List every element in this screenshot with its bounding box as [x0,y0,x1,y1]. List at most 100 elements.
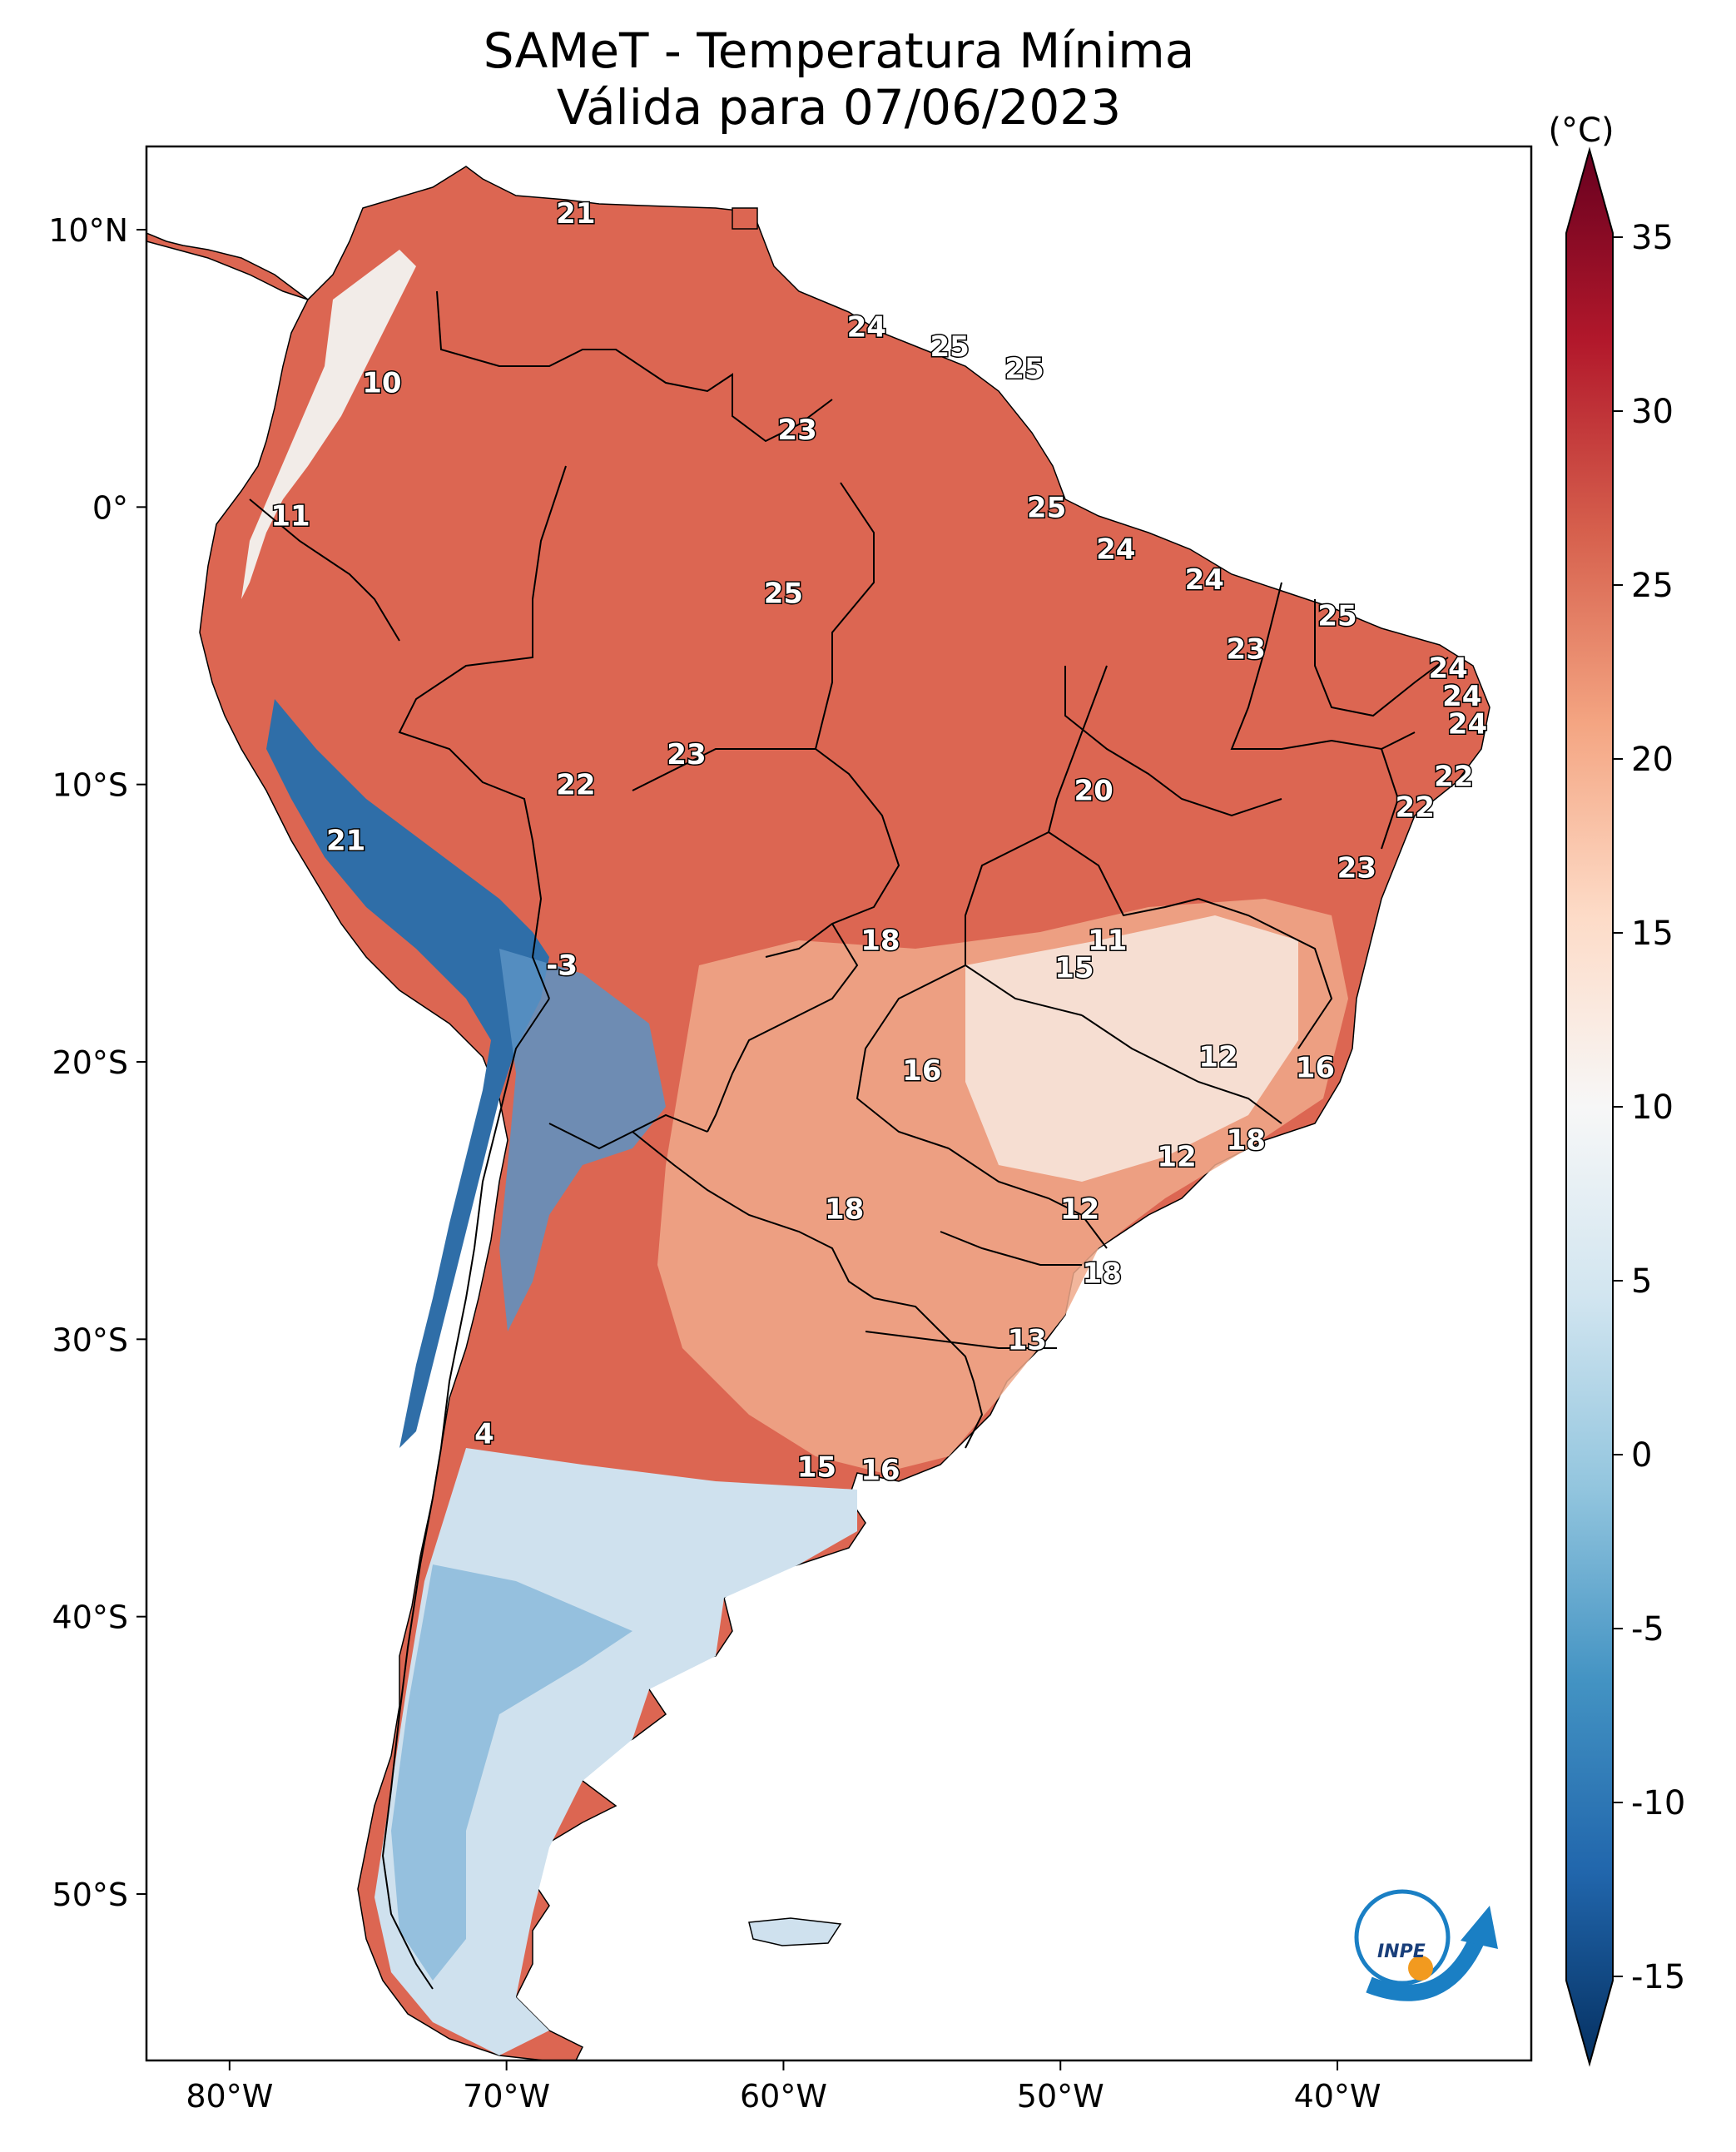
lat-tick-label: 30°S [52,1321,128,1358]
colorbar-tick-label: 25 [1631,567,1674,605]
lon-tick-label: 40°W [1294,2078,1381,2115]
border-segment [856,964,966,1149]
patagonia-cold-region [391,1564,632,1981]
logo-swoosh [1366,1935,1486,2001]
longitude-axis: 80°W 70°W 60°W 50°W 40°W [186,2060,1381,2115]
station-value-label: 24 [1185,563,1224,597]
station-value-label: 22 [1396,791,1435,824]
station-value-label: 10 [362,366,401,399]
colorbar: (°C) 35 30 25 20 15 10 5 0 -5 -10 -15 [1548,112,1685,2067]
border-segment [436,290,833,443]
trinidad-island [732,207,758,230]
lon-tick-label: 60°W [740,2078,827,2115]
lon-tick-label: 70°W [463,2078,550,2115]
latitude-axis: 10°N 0° 10°S 20°S 30°S 40°S 50°S [48,212,146,1913]
colorbar-bar [1565,146,1614,2067]
station-value-label: 15 [797,1451,836,1485]
station-value-label: 18 [1227,1123,1266,1157]
border-segment [707,923,859,1133]
station-value-label: 24 [1428,652,1467,686]
station-value-label: 18 [825,1193,864,1227]
map-subtitle: Válida para 07/06/2023 [556,79,1122,136]
colorbar-tick-label: 20 [1631,741,1674,779]
colorbar-tick-label: -15 [1631,1958,1685,1996]
colorbar-tick-label: 0 [1631,1436,1652,1475]
colorbar-tick-label: 35 [1631,219,1674,257]
station-value-label: 25 [764,578,803,611]
station-value-label: 12 [1198,1040,1238,1074]
border-segment [948,1148,1108,1249]
border-segment [815,482,875,750]
station-value-label: 21 [556,197,595,231]
station-value-label: 22 [556,769,595,802]
logo-ring [1354,1889,1451,1986]
lat-tick-label: 0° [92,489,128,526]
colorbar-unit-label: (°C) [1548,112,1614,150]
border-segment [1064,666,1282,817]
station-value-label: 23 [667,738,706,771]
logo-text: INPE [1377,1941,1426,1962]
inpe-logo: INPE [1354,1889,1498,2001]
border-segment [632,1131,875,1299]
station-value-label: 12 [1157,1140,1196,1173]
station-value-label: 24 [847,311,886,345]
station-value-label: 22 [1434,761,1473,794]
border-segment [249,498,400,642]
border-segment [381,998,550,1990]
colorbar-tick-label: -5 [1631,1610,1664,1649]
country-borders [249,290,1449,1990]
station-value-label: 25 [930,330,969,364]
lat-tick-label: 10°N [48,212,128,249]
map-frame [145,145,1533,2062]
station-value-label: -3 [546,949,578,982]
station-value-label: 16 [1296,1052,1335,1085]
station-value-label: 16 [902,1054,941,1088]
lat-tick-label: 10°S [52,767,128,804]
lat-tick-label: 20°S [52,1044,128,1081]
station-value-label: 25 [1004,353,1044,386]
station-value-label: 4 [474,1418,494,1451]
border-segment [1381,748,1400,850]
northern-andes-cool [241,250,416,599]
colorbar-tick-label: -10 [1631,1784,1685,1822]
station-value-label: 11 [270,499,310,533]
station-value-label: 16 [861,1454,900,1487]
border-segment [1198,898,1333,1049]
station-value-label: 13 [1008,1323,1047,1356]
lon-tick-label: 50°W [1017,2078,1104,2115]
station-value-label: 23 [1227,632,1266,666]
station-value-label: 25 [1027,491,1066,524]
station-value-label: 21 [326,824,365,857]
border-segment [873,1297,984,1449]
border-segment [1230,582,1416,751]
border-segment [398,465,567,999]
lat-tick-label: 40°S [52,1599,128,1636]
border-segment [940,1231,1082,1266]
station-value-label: 24 [1448,707,1487,741]
lon-tick-label: 80°W [186,2078,273,2115]
station-value-label: 18 [861,924,900,957]
station-value-label: 24 [1096,533,1135,566]
temperature-field [146,166,1490,2060]
station-value-label: 23 [1337,852,1376,885]
colorbar-ticks: 35 30 25 20 15 10 5 0 -5 -10 -15 [1613,219,1685,1996]
colorbar-tick-label: 15 [1631,915,1674,953]
border-segment [1081,1014,1282,1124]
lat-tick-label: 50°S [52,1877,128,1913]
colorbar-tick-label: 30 [1631,393,1674,431]
station-value-label: 20 [1074,774,1114,807]
border-segment [865,1331,1057,1349]
station-value-label: 23 [777,414,816,447]
station-value-label: 11 [1088,924,1127,957]
colorbar-tick-label: 5 [1631,1262,1652,1301]
border-segment [632,748,900,958]
station-value-label: 12 [1060,1193,1099,1227]
station-value-label: 18 [1082,1257,1121,1290]
station-value-label: 24 [1442,680,1481,713]
falkland-islands [748,1917,842,1946]
logo-dot [1408,1956,1433,1981]
border-segment [965,831,1083,1016]
